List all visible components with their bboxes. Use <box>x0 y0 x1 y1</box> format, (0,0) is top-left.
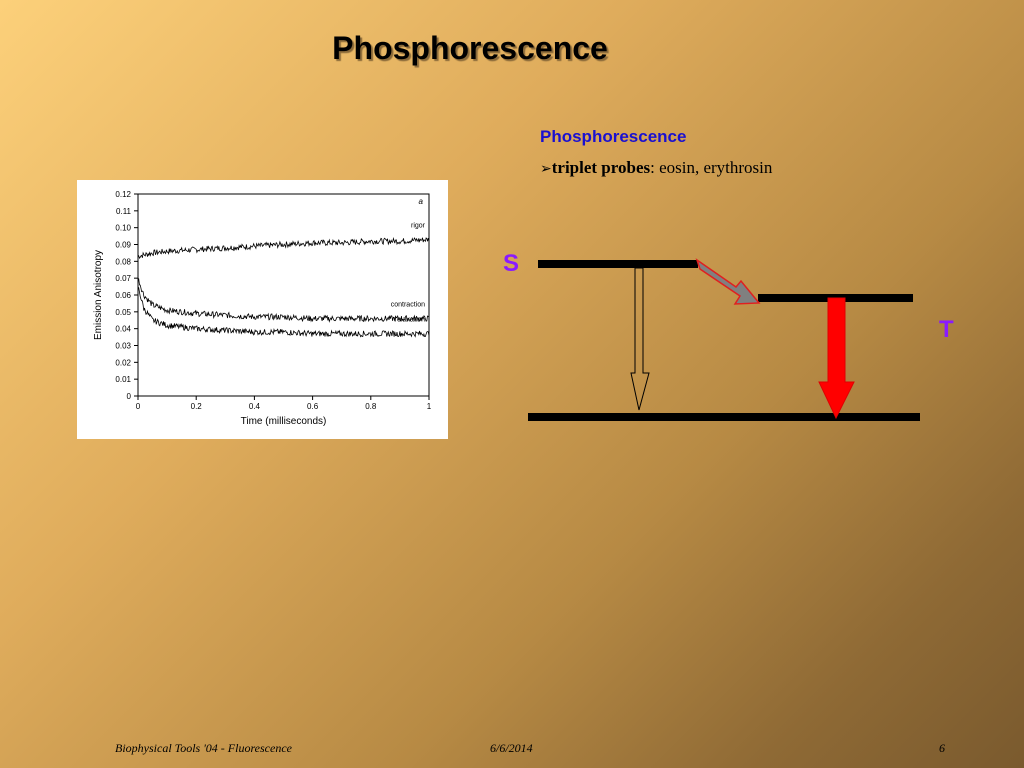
plot-frame <box>137 193 430 397</box>
energy-level-diagram <box>528 258 920 421</box>
y-tick-label: 0.02 <box>115 358 131 367</box>
ground-level <box>528 413 920 421</box>
x-tick-label: 0.6 <box>307 402 319 411</box>
singlet-level <box>538 260 698 268</box>
y-tick-label: 0.09 <box>115 241 131 250</box>
anisotropy-plot: 0 0.01 0.02 0.03 0.04 0.05 0.06 0.07 0.08 0.09 0.1… <box>77 180 448 439</box>
x-tick-label: 0 <box>136 402 141 411</box>
y-tick-label: 0.04 <box>115 325 131 334</box>
y-axis-label: Emission Anisotropy <box>93 250 104 340</box>
bullet-bold-text: triplet probes <box>551 158 651 177</box>
series-label-contraction: contraction <box>391 302 425 309</box>
y-tick-label: 0.11 <box>116 207 132 216</box>
y-tick-label: 0.12 <box>115 190 131 199</box>
series-line-relaxation <box>137 286 430 338</box>
y-tick-label: 0.07 <box>115 274 131 283</box>
y-tick-label: 0.03 <box>115 342 131 351</box>
y-tick-label: 0.10 <box>115 224 131 233</box>
x-axis-label: Time (milliseconds) <box>241 416 327 427</box>
bullet-item: ➢triplet probes: eosin, erythrosin <box>540 158 772 178</box>
intersystem-crossing-arrow <box>695 258 761 305</box>
phosphorescence-arrow <box>818 297 855 420</box>
x-tick-label: 0.8 <box>365 402 377 411</box>
y-tick-label: 0.05 <box>115 308 131 317</box>
fluorescence-arrow <box>630 267 650 411</box>
bullet-text: : eosin, erythrosin <box>650 158 773 177</box>
y-tick-label: 0.06 <box>115 291 131 300</box>
slide-title: Phosphorescence <box>332 30 608 66</box>
x-tick-label: 0.4 <box>249 402 261 411</box>
footer-course: Biophysical Tools '04 - Fluorescence <box>115 741 292 755</box>
singlet-label: S <box>503 250 520 277</box>
y-tick-label: 0 <box>127 392 132 401</box>
footer-date: 6/6/2014 <box>490 741 533 755</box>
series-label-rigor: rigor <box>411 222 426 229</box>
series-line-contraction <box>137 278 430 323</box>
y-tick-label: 0.08 <box>115 257 131 266</box>
sub-heading: Phosphorescence <box>540 127 687 146</box>
series-label-relaxation: relaxation <box>395 317 425 324</box>
triplet-label: T <box>939 316 954 343</box>
x-tick-label: 0.2 <box>191 402 203 411</box>
y-tick-label: 0.01 <box>115 375 131 384</box>
series-line-rigor <box>137 236 430 260</box>
anisotropy-chart: 0 0.01 0.02 0.03 0.04 0.05 0.06 0.07 0.08 0.09 0.1… <box>93 190 432 427</box>
footer-page-number: 6 <box>939 741 945 755</box>
arrow-bullet-icon: ➢ <box>540 161 552 177</box>
x-tick-label: 1 <box>427 402 432 411</box>
panel-label: a <box>419 197 424 206</box>
